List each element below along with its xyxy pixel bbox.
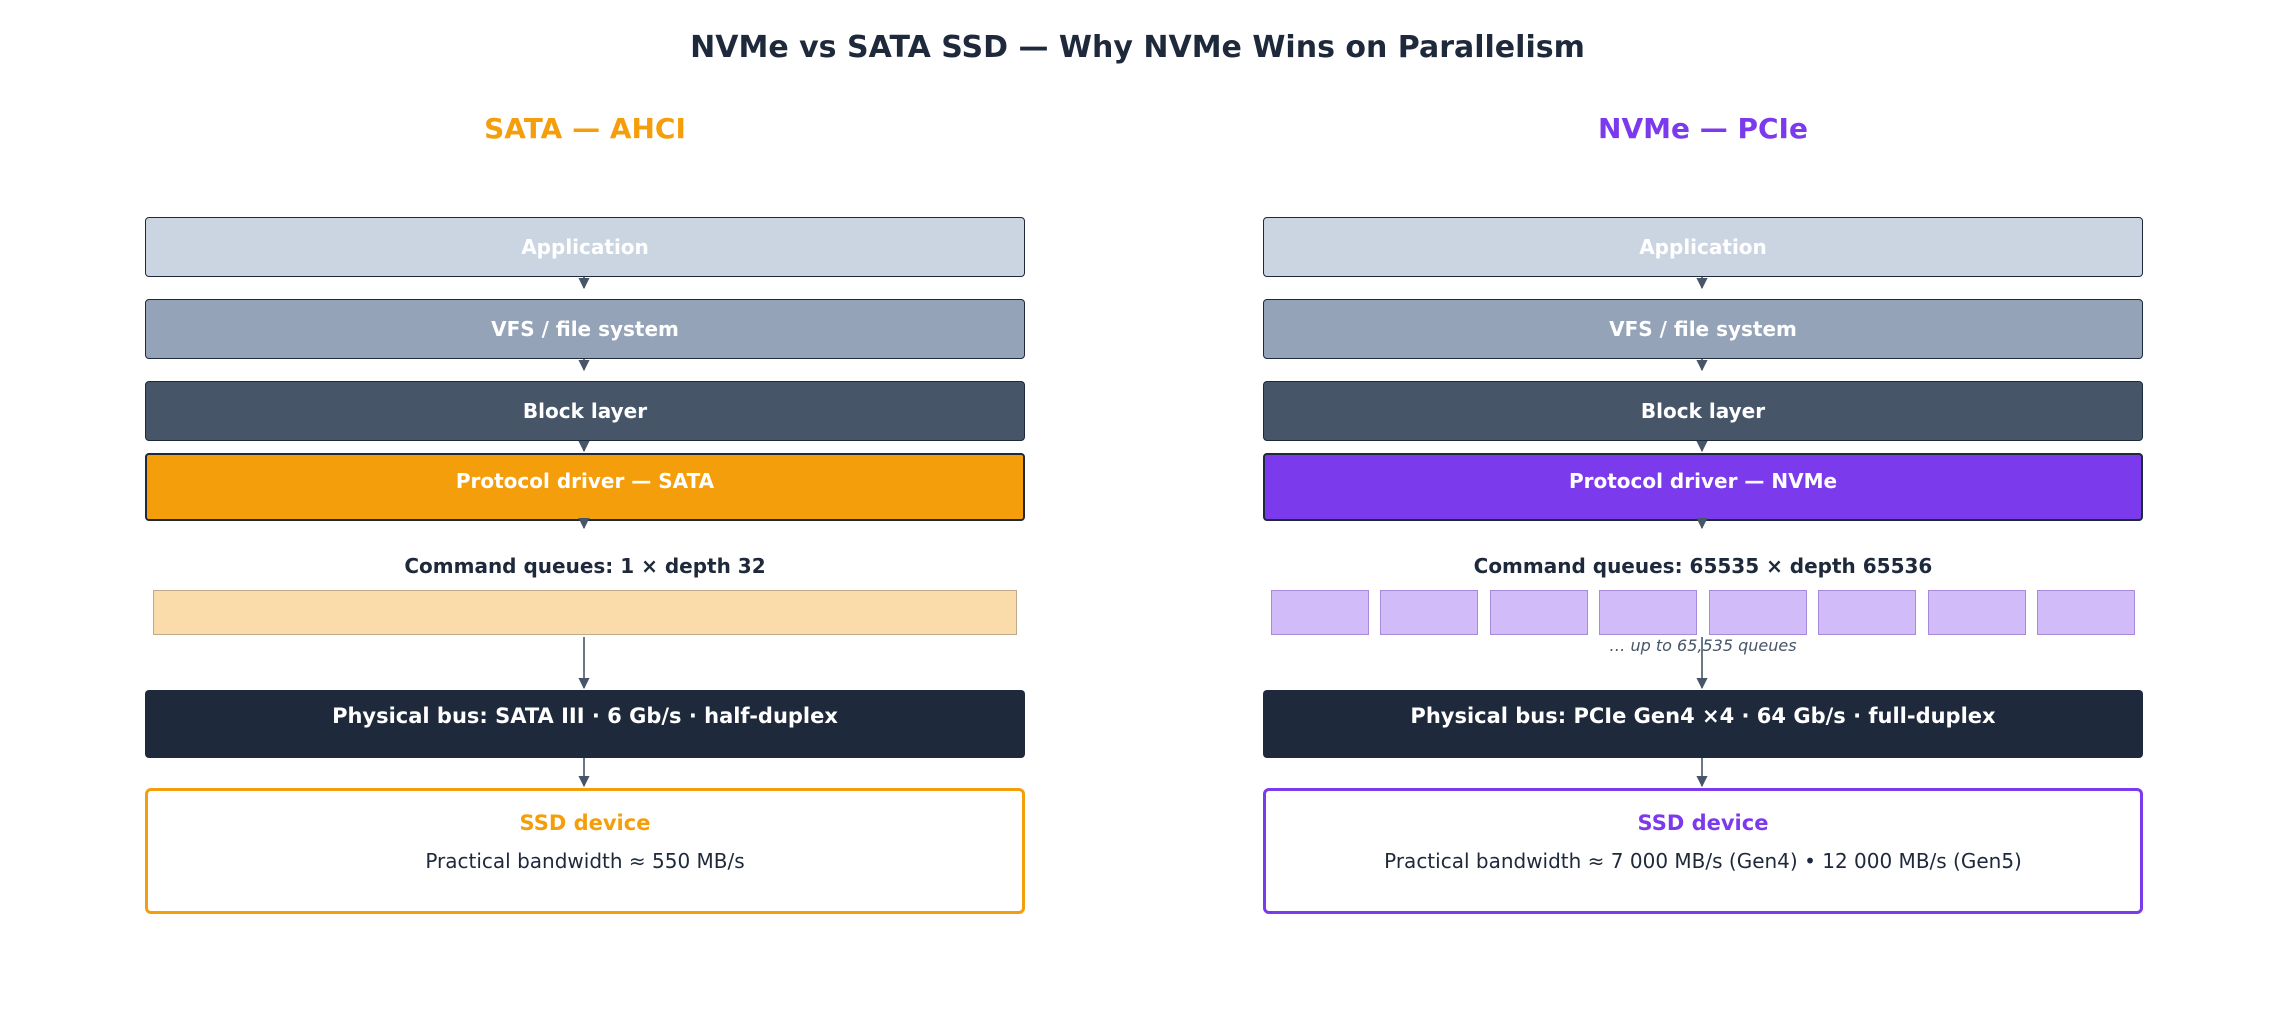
sata-ssd-device: SSD device Practical bandwidth ≈ 550 MB/…	[145, 788, 1025, 914]
nvme-command-queue	[2037, 590, 2135, 635]
sata-block-layer: Block layer	[145, 381, 1025, 441]
nvme-ssd-device: SSD device Practical bandwidth ≈ 7 000 M…	[1263, 788, 2143, 914]
nvme-command-queue	[1599, 590, 1697, 635]
nvme-block-layer: Block layer	[1263, 381, 2143, 441]
sata-command-queue	[153, 590, 1017, 635]
page-title: NVMe vs SATA SSD — Why NVMe Wins on Para…	[690, 30, 1585, 65]
nvme-device-bandwidth: Practical bandwidth ≈ 7 000 MB/s (Gen4) …	[1384, 849, 2022, 873]
nvme-command-queue	[1818, 590, 1916, 635]
nvme-command-queue	[1271, 590, 1369, 635]
sata-physical-bus: Physical bus: SATA III · 6 Gb/s · half-d…	[145, 690, 1025, 758]
nvme-command-queue	[1490, 590, 1588, 635]
sata-vfs-layer: VFS / file system	[145, 299, 1025, 359]
nvme-device-title: SSD device	[1637, 811, 1769, 835]
nvme-queues-label: Command queues: 65535 × depth 65536	[1473, 554, 1933, 578]
nvme-vfs-layer: VFS / file system	[1263, 299, 2143, 359]
sata-protocol-driver: Protocol driver — SATA	[145, 453, 1025, 521]
sata-application-layer: Application	[145, 217, 1025, 277]
sata-device-bandwidth: Practical bandwidth ≈ 550 MB/s	[425, 849, 745, 873]
sata-device-title: SSD device	[519, 811, 651, 835]
nvme-physical-bus: Physical bus: PCIe Gen4 ×4 · 64 Gb/s · f…	[1263, 690, 2143, 758]
nvme-queue-note: … up to 65,535 queues	[1609, 636, 1797, 655]
sata-heading: SATA — AHCI	[484, 112, 686, 145]
nvme-command-queue	[1380, 590, 1478, 635]
nvme-command-queue	[1928, 590, 2026, 635]
nvme-protocol-driver: Protocol driver — NVMe	[1263, 453, 2143, 521]
sata-queues-label: Command queues: 1 × depth 32	[404, 554, 766, 578]
nvme-application-layer: Application	[1263, 217, 2143, 277]
nvme-heading: NVMe — PCIe	[1598, 112, 1808, 145]
nvme-command-queue	[1709, 590, 1807, 635]
